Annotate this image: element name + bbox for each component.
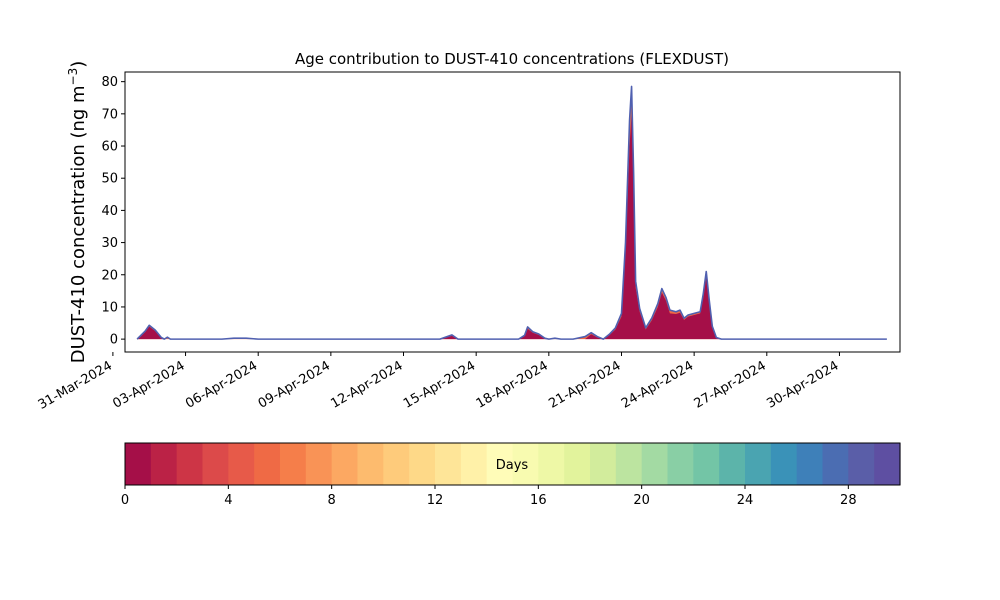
colorbar-tick-label: 20: [633, 493, 650, 508]
x-tick-label: 27-Apr-2024: [692, 358, 769, 411]
colorbar-swatch: [822, 443, 849, 485]
colorbar-swatch: [228, 443, 255, 485]
colorbar-swatch: [564, 443, 591, 485]
colorbar-label: Days: [496, 458, 529, 473]
y-axis-label-main: DUST-410 concentration (ng m: [68, 85, 89, 363]
plot-area: 0 10 20 30 40 50 60 70 80 31-Mar-202403-Apr-2024…: [36, 71, 901, 413]
colorbar-swatch: [435, 443, 462, 485]
area-age-0-1-days: [137, 113, 887, 340]
colorbar-frame: [124, 442, 901, 486]
colorbar-swatch: [176, 443, 204, 485]
colorbar-swatch: [796, 443, 824, 485]
y-axis-label-sup: −3: [66, 68, 80, 86]
colorbar-swatch: [848, 443, 875, 485]
colorbar-swatch: [254, 443, 281, 485]
colorbar-swatch: [202, 443, 229, 485]
x-tick-label: 09-Apr-2024: [256, 358, 333, 411]
y-tick-label: 50: [101, 172, 118, 187]
colorbar-tick-label: 8: [328, 493, 336, 508]
area-older-ages: [137, 86, 887, 340]
series-outline: [136, 85, 887, 340]
colorbar-swatch: [305, 443, 333, 485]
colorbar-tick-label: 12: [427, 493, 444, 508]
colorbar-swatch: [719, 443, 746, 485]
colorbar-swatch: [512, 443, 539, 485]
x-tick-label: 30-Apr-2024: [764, 358, 841, 411]
colorbar-swatch: [409, 443, 436, 485]
colorbar-swatch: [590, 443, 617, 485]
x-tick-label: 31-Mar-2024: [36, 358, 115, 412]
colorbar-swatch: [641, 443, 669, 485]
colorbar-swatch: [357, 443, 384, 485]
x-tick-label: 18-Apr-2024: [474, 358, 551, 411]
colorbar-swatch: [383, 443, 410, 485]
colorbar-tick-label: 24: [737, 493, 754, 508]
x-tick-label: 03-Apr-2024: [110, 358, 187, 411]
colorbar-swatch: [667, 443, 694, 485]
colorbar-tick-label: 16: [530, 493, 547, 508]
y-axis: 0 10 20 30 40 50 60 70 80: [101, 75, 125, 348]
colorbar-swatch: [615, 443, 643, 485]
y-tick-label: 70: [101, 107, 118, 122]
colorbar-ticks: 0 4 8 12 16 20 24 28: [121, 485, 857, 508]
colorbar: Days 0 4 8 12 16 20 24 28: [121, 442, 901, 508]
y-axis-label: DUST-410 concentration (ng m−3): [66, 61, 89, 364]
y-axis-label-close: ): [68, 61, 89, 68]
y-tick-label: 10: [101, 300, 118, 315]
colorbar-swatch: [693, 443, 720, 485]
colorbar-tick-label: 4: [224, 493, 232, 508]
colorbar-swatch: [486, 443, 514, 485]
area-layers: [136, 85, 887, 340]
colorbar-swatches: [125, 443, 901, 485]
colorbar-swatch: [150, 443, 178, 485]
y-tick-label: 20: [101, 268, 118, 283]
y-tick-label: 40: [101, 204, 118, 219]
colorbar-swatch: [745, 443, 772, 485]
colorbar-swatch: [460, 443, 488, 485]
y-tick-label: 0: [110, 333, 118, 348]
colorbar-swatch: [125, 443, 152, 485]
colorbar-swatch: [331, 443, 359, 485]
x-tick-label: 15-Apr-2024: [401, 358, 478, 411]
x-axis: 31-Mar-202403-Apr-202406-Apr-202409-Apr-…: [36, 352, 841, 413]
x-tick-label: 06-Apr-2024: [183, 358, 260, 411]
y-tick-label: 30: [101, 236, 118, 251]
x-tick-label: 21-Apr-2024: [546, 358, 623, 411]
y-tick-label: 60: [101, 140, 118, 155]
colorbar-swatch: [874, 443, 901, 485]
x-tick-label: 24-Apr-2024: [619, 358, 696, 411]
plot-frame: [124, 71, 901, 353]
colorbar-swatch: [280, 443, 307, 485]
colorbar-swatch: [770, 443, 798, 485]
x-tick-label: 12-Apr-2024: [328, 358, 405, 411]
colorbar-tick-label: 28: [840, 493, 857, 508]
colorbar-swatch: [538, 443, 565, 485]
y-tick-label: 80: [101, 75, 118, 90]
colorbar-tick-label: 0: [121, 493, 129, 508]
chart-title: Age contribution to DUST-410 concentrati…: [295, 50, 729, 68]
